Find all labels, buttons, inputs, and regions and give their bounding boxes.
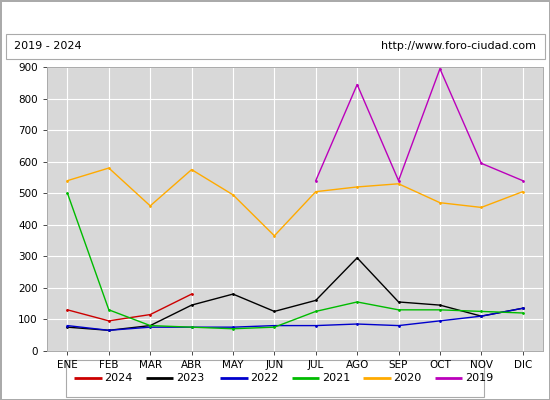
Text: 2020: 2020 xyxy=(393,374,421,383)
Text: http://www.foro-ciudad.com: http://www.foro-ciudad.com xyxy=(381,41,536,51)
Text: 2019: 2019 xyxy=(465,374,493,383)
Text: 2024: 2024 xyxy=(104,374,133,383)
Bar xyxy=(66,360,484,396)
Text: 2023: 2023 xyxy=(176,374,204,383)
Text: 2019 - 2024: 2019 - 2024 xyxy=(14,41,81,51)
Text: 2021: 2021 xyxy=(322,374,350,383)
Text: 2022: 2022 xyxy=(250,374,279,383)
Text: Evolucion Nº Turistas Extranjeros en el municipio de Lobón: Evolucion Nº Turistas Extranjeros en el … xyxy=(79,10,471,23)
